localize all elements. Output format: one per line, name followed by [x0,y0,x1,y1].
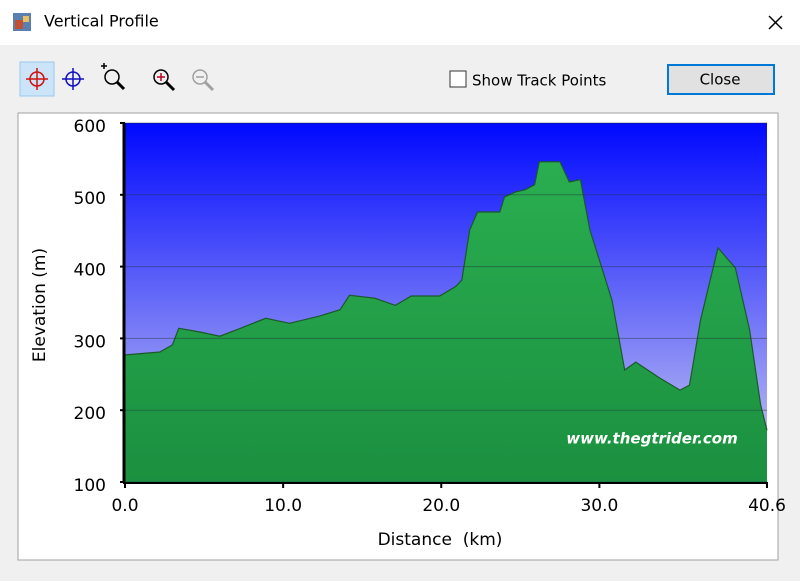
checkbox-label[interactable]: Show Track Points [472,72,607,90]
close-x[interactable] [768,15,783,30]
window-title: Vertical Profile [44,12,159,31]
y-tick-label: 400 [74,261,106,281]
checkbox[interactable] [449,70,467,88]
app-icon [13,13,31,31]
x-tick-label: 20.0 [422,496,460,516]
x-axis-label: Distance (km) [378,530,503,550]
x-tick-label: 30.0 [580,496,618,516]
tool-zoom-out[interactable] [192,69,215,92]
close-button[interactable] [667,64,775,95]
y-tick-label: 100 [74,476,106,496]
y-tick-label: 200 [74,404,106,424]
x-tick-label: 40.6 [748,496,786,516]
elevation-area [125,161,767,483]
elevation-line [124,161,768,431]
x-tick-label: 10.0 [264,496,302,516]
y-tick-label: 600 [74,117,106,137]
watermark: www.thegtrider.com [566,430,737,448]
y-tick-label: 500 [74,189,106,209]
y-tick-label: 300 [74,332,106,352]
tool-crosshair-red[interactable] [26,68,48,90]
close-button-label[interactable]: Close [700,71,741,89]
y-axis-label: Elevation (m) [30,248,50,362]
x-tick-label: 0.0 [111,496,138,516]
tool-zoom-box[interactable] [101,63,126,91]
tool-zoom-in[interactable] [153,69,176,92]
tool-crosshair-blue[interactable] [62,68,84,90]
title-bar [0,0,800,45]
